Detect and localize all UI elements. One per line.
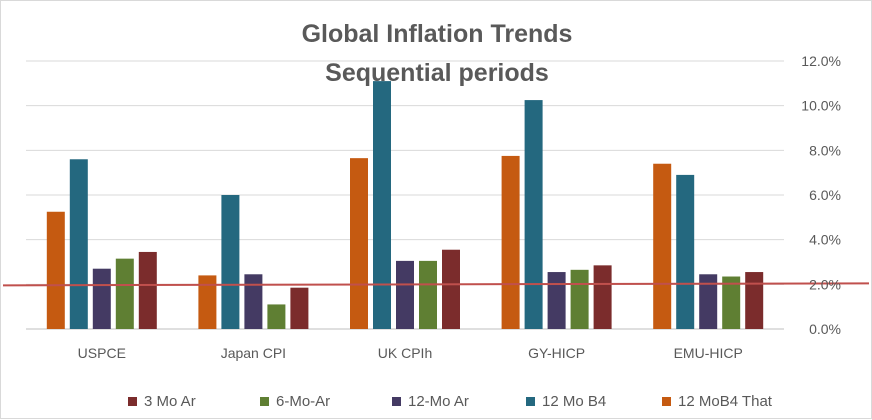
legend-label: 12-Mo Ar [408,392,469,410]
bar-6-mo-ar-uk-cpih [419,260,437,329]
legend-swatch [662,396,671,406]
legend-item-12-mo-b4: 12 Mo B4 [526,389,606,413]
y-tick-labels: 0.0% 2.0% 4.0% 6.0% 8.0% 10.0% 12.0% [801,53,841,337]
legend-item-12-mo-ar: 12-Mo Ar [392,389,469,413]
bar-6-mo-ar-japan-cpi [267,304,286,329]
bar-12-mo-ar-uk-cpih [396,260,414,329]
bar-6-mo-ar-uspce [115,258,134,329]
x-tick-labels: USPCE Japan CPI UK CPIh GY-HICP EMU-HICP [78,345,743,361]
bar-3-mo-ar-gy-hicp [593,265,612,329]
legend-label: 12 Mo B4 [542,392,607,410]
legend-label: 6-Mo-Ar [276,392,331,410]
x-tick-label: USPCE [78,345,126,361]
bar-3-mo-ar-emu-hicp [745,272,764,329]
bar-12-mo-b4-uk-cpih [373,81,391,329]
bar-12-mo-ar-gy-hicp [547,272,566,329]
bar-12-mo-b4-uspce [69,159,88,329]
bar-12-mo-ar-japan-cpi [244,274,263,329]
y-tick-label: 8.0% [809,142,841,158]
bar-6-mo-ar-gy-hicp [570,269,589,329]
bar-12-mob4-that-uspce [46,211,65,329]
bar-3-mo-ar-uk-cpih [442,249,460,329]
chart-subtitle: Sequential periods [325,59,549,87]
x-tick-label: UK CPIh [378,345,432,361]
reference-line-group [2,282,870,287]
bar-12-mob4-that-uk-cpih [350,158,368,329]
legend: 3 Mo Ar 6-Mo-Ar 12-Mo Ar 12 Mo B4 12 MoB… [1,389,872,413]
bar-12-mo-b4-gy-hicp [524,100,543,329]
legend-item-12-mob4-that: 12 MoB4 That [662,389,772,413]
y-tick-label: 4.0% [809,232,841,248]
bar-12-mo-ar-emu-hicp [699,274,718,329]
legend-swatch [392,396,401,406]
bar-3-mo-ar-japan-cpi [290,287,309,329]
chart-title: Global Inflation Trends [301,20,573,48]
bar-3-mo-ar-uspce [138,251,157,329]
bar-6-mo-ar-emu-hicp [722,276,741,329]
legend-item-6-mo-ar: 6-Mo-Ar [260,389,330,413]
bar-12-mob4-that-gy-hicp [501,155,520,329]
bar-12-mob4-that-emu-hicp [653,163,672,329]
y-tick-label: 0.0% [809,321,841,337]
legend-swatch [260,396,269,406]
x-tick-label: GY-HICP [528,345,585,361]
bars [46,81,764,329]
bar-12-mo-b4-japan-cpi [221,195,240,329]
y-tick-label: 12.0% [801,53,841,69]
bar-12-mo-ar-uspce [92,268,111,329]
y-tick-label: 2.0% [809,276,841,292]
bar-12-mo-b4-emu-hicp [676,174,695,329]
legend-label: 12 MoB4 That [678,392,772,410]
y-tick-label: 6.0% [809,187,841,203]
legend-item-3-mo-ar: 3 Mo Ar [128,389,196,413]
legend-label: 3 Mo Ar [144,392,196,410]
bar-12-mob4-that-japan-cpi [198,275,217,329]
legend-swatch [526,396,535,406]
x-tick-label: EMU-HICP [674,345,743,361]
y-tick-label: 10.0% [801,98,841,114]
x-tick-label: Japan CPI [221,345,286,361]
reference-line [2,282,870,287]
legend-swatch [128,396,137,406]
